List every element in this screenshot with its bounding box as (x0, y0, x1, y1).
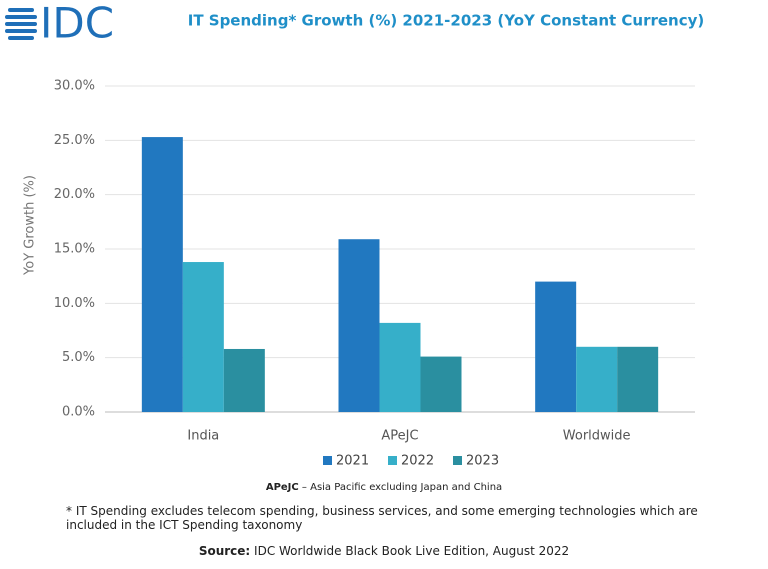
abbr-note: APeJC – Asia Pacific excluding Japan and… (0, 482, 768, 493)
y-tick-label: 10.0% (54, 296, 95, 311)
x-tick-label: India (187, 429, 219, 444)
y-tick-label: 5.0% (62, 350, 95, 365)
bar (338, 239, 380, 412)
bar (535, 281, 577, 412)
y-tick-label: 20.0% (54, 187, 95, 202)
legend-label: 2023 (466, 454, 499, 469)
footnote: * IT Spending excludes telecom spending,… (66, 504, 698, 532)
y-tick-label: 25.0% (54, 133, 95, 148)
bar (379, 322, 421, 412)
x-tick-label: APeJC (381, 429, 418, 444)
bar (223, 348, 265, 412)
source: Source: IDC Worldwide Black Book Live Ed… (0, 544, 768, 558)
source-label: Source: (198, 544, 251, 558)
y-tick-label: 0.0% (62, 405, 95, 420)
abbr-text: – Asia Pacific excluding Japan and China (298, 482, 503, 493)
legend-swatch (323, 456, 332, 465)
bar (141, 137, 183, 412)
bar (420, 356, 462, 412)
bar (576, 346, 618, 412)
y-tick-label: 30.0% (54, 79, 95, 94)
bar (182, 262, 224, 412)
logo: IDC (40, 0, 114, 48)
source-text: IDC Worldwide Black Book Live Edition, A… (250, 544, 570, 558)
x-tick-label: Worldwide (563, 429, 631, 444)
abbr: APeJC (265, 482, 299, 493)
bar (617, 346, 659, 412)
chart-title: IT Spending* Growth (%) 2021-2023 (YoY C… (188, 12, 705, 30)
y-tick-label: 15.0% (54, 242, 95, 257)
y-axis-label: YoY Growth (%) (23, 175, 38, 276)
legend-label: 2022 (401, 454, 434, 469)
logo-icon (5, 8, 37, 40)
legend-label: 2021 (336, 454, 369, 469)
legend-swatch (388, 456, 397, 465)
legend-swatch (453, 456, 462, 465)
